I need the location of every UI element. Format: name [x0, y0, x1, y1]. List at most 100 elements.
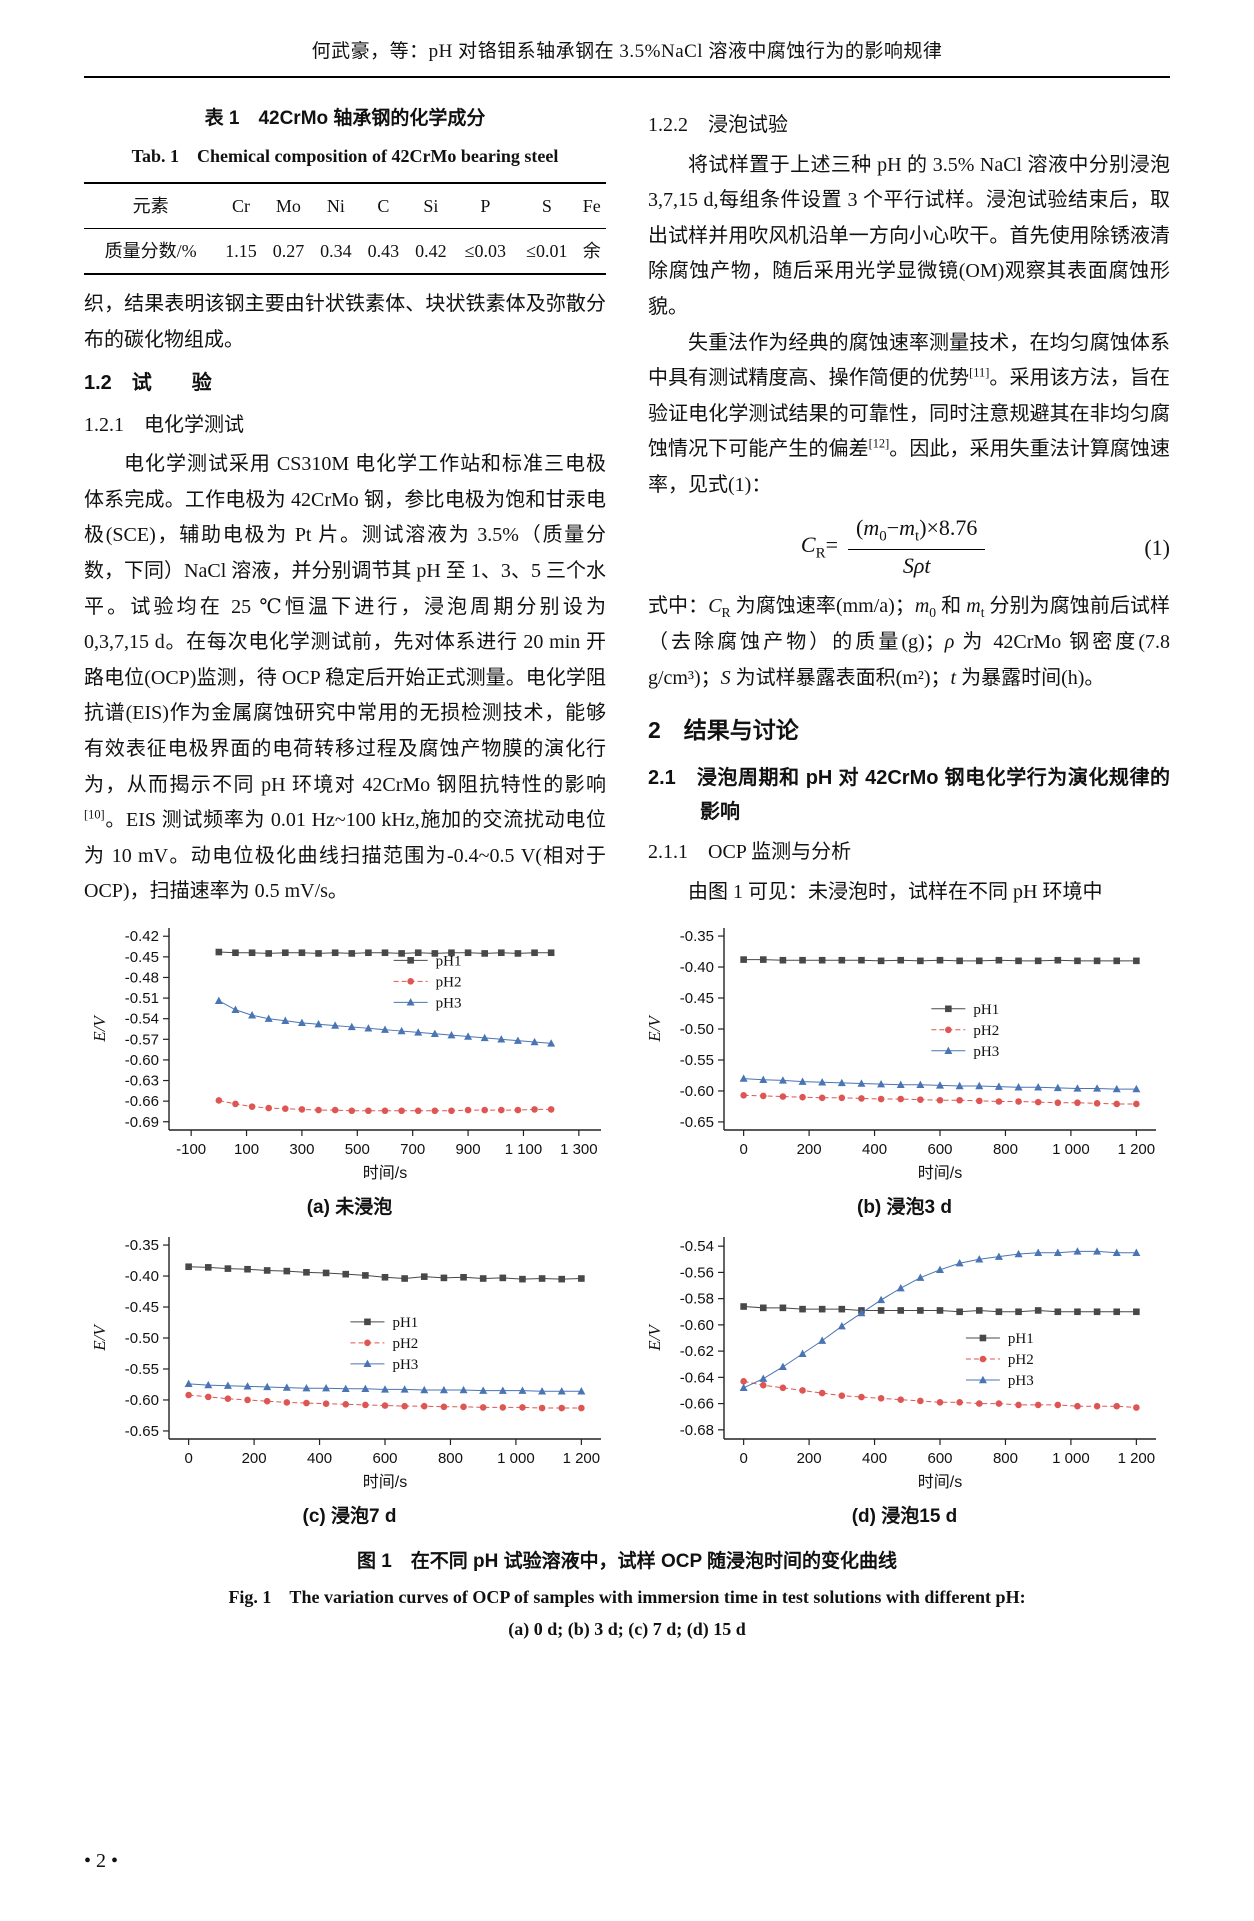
svg-text:-0.55: -0.55: [124, 1361, 158, 1378]
svg-text:-0.51: -0.51: [124, 991, 158, 1008]
chart-ocp-15d: -0.54 -0.56 -0.58 -0.60 -0.62 -0.64 -0.66 -0.68…: [639, 1227, 1170, 1528]
svg-text:700: 700: [400, 1141, 425, 1158]
svg-text:400: 400: [862, 1141, 887, 1158]
table-cell: ≤0.01: [526, 240, 568, 261]
svg-text:-0.68: -0.68: [679, 1422, 713, 1439]
table-cell: 质量分数/%: [104, 240, 197, 261]
chart-ocp-0d-plot: -0.42 -0.45 -0.48 -0.51 -0.54 -0.57 -0.60 -0.63…: [90, 928, 601, 1182]
figure-caption-en: Fig. 1 The variation curves of OCP of sa…: [228, 1587, 1026, 1608]
table-header-cell: Ni: [312, 182, 360, 229]
composition-table: 元素 Cr Mo Ni C Si P S Fe 质量分数/% 1.15: [84, 181, 606, 275]
table-header-cell: P: [454, 182, 517, 229]
svg-text:-0.63: -0.63: [124, 1073, 158, 1090]
svg-text:-0.65: -0.65: [679, 1114, 713, 1131]
table-header-row: 元素 Cr Mo Ni C Si P S Fe: [84, 182, 606, 229]
svg-text:pH2: pH2: [973, 1023, 999, 1039]
equation-1: CR= (m0−mt)×8.76 Sρt (1): [648, 514, 1170, 581]
svg-text:600: 600: [927, 1450, 952, 1467]
table-header-cell: C: [359, 182, 408, 229]
chart-caption-b: (b) 浸泡3 d: [857, 1197, 952, 1219]
heading-1-2: 1.2 试 验: [84, 372, 212, 395]
svg-text:400: 400: [307, 1450, 332, 1467]
svg-text:-0.45: -0.45: [124, 949, 158, 966]
chart-ocp-7d: -0.35 -0.40 -0.45 -0.50 -0.55 -0.60 -0.65 0 200 4…: [84, 1227, 615, 1528]
svg-text:pH2: pH2: [392, 1336, 418, 1352]
svg-text:-0.66: -0.66: [124, 1094, 158, 1111]
chart-caption-c: (c) 浸泡7 d: [302, 1506, 397, 1528]
svg-text:E/V: E/V: [90, 1014, 109, 1043]
svg-text:1 000: 1 000: [1052, 1141, 1090, 1158]
figure-1-caption: 图 1 在不同 pH 试验溶液中，试样 OCP 随浸泡时间的变化曲线 Fig. …: [84, 1546, 1170, 1640]
svg-text:800: 800: [992, 1141, 1017, 1158]
svg-text:pH3: pH3: [1007, 1373, 1033, 1389]
running-header: 何武豪，等：pH 对铬钼系轴承钢在 3.5%NaCl 溶液中腐蚀行为的影响规律: [84, 36, 1170, 78]
svg-text:-0.57: -0.57: [124, 1032, 158, 1049]
svg-text:800: 800: [437, 1450, 462, 1467]
svg-text:200: 200: [796, 1450, 821, 1467]
svg-text:-0.45: -0.45: [124, 1299, 158, 1316]
svg-text:-0.54: -0.54: [679, 1239, 713, 1256]
svg-text:-0.50: -0.50: [124, 1330, 158, 1347]
svg-text:200: 200: [241, 1450, 266, 1467]
equation-denominator: Sρt: [902, 553, 931, 579]
table-header-cell: Si: [407, 182, 455, 229]
chart-caption-d: (d) 浸泡15 d: [851, 1506, 958, 1528]
svg-text:pH1: pH1: [1007, 1331, 1033, 1347]
table-cell: 余: [582, 240, 601, 261]
svg-text:-0.55: -0.55: [679, 1052, 713, 1069]
svg-text:1 000: 1 000: [497, 1450, 535, 1467]
equation-fraction: (m0−mt)×8.76 Sρt: [848, 514, 986, 581]
svg-text:400: 400: [862, 1450, 887, 1467]
equation-lhs: CR=: [800, 532, 839, 562]
svg-text:300: 300: [289, 1141, 314, 1158]
svg-text:-100: -100: [176, 1141, 206, 1158]
table-header-cell: Fe: [577, 182, 606, 229]
svg-text:500: 500: [344, 1141, 369, 1158]
svg-text:900: 900: [455, 1141, 480, 1158]
chart-ocp-7d-plot: -0.35 -0.40 -0.45 -0.50 -0.55 -0.60 -0.65 0 200 4…: [90, 1237, 601, 1491]
equation-numerator: (m0−mt)×8.76: [848, 514, 986, 551]
table-cell: 0.34: [320, 240, 352, 261]
svg-text:-0.35: -0.35: [679, 929, 713, 946]
svg-text:-0.64: -0.64: [679, 1370, 713, 1387]
page-number: • 2 •: [84, 1850, 119, 1872]
paragraph-weight-loss: 失重法作为经典的腐蚀速率测量技术，在均匀腐蚀体系中具有测试精度高、操作简便的优势…: [648, 331, 1171, 496]
paragraph-microstructure: 织，结果表明该钢主要由针状铁素体、块状铁素体及弥散分布的碳化物组成。: [84, 292, 606, 351]
svg-text:600: 600: [372, 1450, 397, 1467]
svg-text:-0.60: -0.60: [124, 1052, 158, 1069]
svg-text:pH3: pH3: [435, 996, 461, 1012]
svg-text:-0.40: -0.40: [679, 959, 713, 976]
svg-text:时间/s: 时间/s: [917, 1164, 961, 1182]
table-cell: ≤0.03: [464, 240, 507, 261]
svg-text:-0.69: -0.69: [124, 1114, 158, 1131]
heading-1-2-2: 1.2.2 浸泡试验: [648, 114, 788, 136]
equation-body: CR= (m0−mt)×8.76 Sρt: [648, 514, 1138, 581]
figure-1-chart-grid: -0.42 -0.45 -0.48 -0.51 -0.54 -0.57 -0.60 -0.63…: [84, 918, 1170, 1528]
svg-text:-0.45: -0.45: [679, 990, 713, 1007]
left-column: 表 1 42CrMo 轴承钢的化学成分 Tab. 1 Chemical comp…: [84, 102, 606, 910]
svg-text:-0.60: -0.60: [124, 1392, 158, 1409]
paragraph-ocp-intro: 由图 1 可见：未浸泡时，试样在不同 pH 环境中: [688, 880, 1103, 903]
heading-2: 2 结果与讨论: [648, 717, 799, 744]
svg-text:pH2: pH2: [435, 975, 461, 991]
svg-text:1 100: 1 100: [504, 1141, 542, 1158]
svg-text:pH1: pH1: [973, 1002, 999, 1018]
svg-text:-0.60: -0.60: [679, 1083, 713, 1100]
svg-text:1 200: 1 200: [1117, 1141, 1155, 1158]
svg-text:1 300: 1 300: [560, 1141, 598, 1158]
table-header-cell: 元素: [84, 182, 218, 229]
paragraph-formula-terms: 式中：CR 为腐蚀速率(mm/a)；m0 和 mt 分别为腐蚀前后试样（去除腐蚀…: [648, 594, 1171, 689]
svg-text:100: 100: [234, 1141, 259, 1158]
svg-text:-0.54: -0.54: [124, 1011, 158, 1028]
chart-ocp-3d: -0.35 -0.40 -0.45 -0.50 -0.55 -0.60 -0.65 0 200 4…: [639, 918, 1170, 1219]
chart-ocp-15d-plot: -0.54 -0.56 -0.58 -0.60 -0.62 -0.64 -0.66 -0.68…: [645, 1237, 1156, 1491]
svg-text:pH3: pH3: [392, 1357, 418, 1373]
table-header-cell: Mo: [264, 182, 313, 229]
svg-text:时间/s: 时间/s: [362, 1473, 406, 1491]
svg-text:-0.42: -0.42: [124, 929, 158, 946]
svg-text:-0.66: -0.66: [679, 1396, 713, 1413]
svg-text:pH1: pH1: [435, 954, 461, 970]
svg-text:时间/s: 时间/s: [362, 1164, 406, 1182]
right-column: 1.2.2 浸泡试验 将试样置于上述三种 pH 的 3.5% NaCl 溶液中分…: [648, 102, 1170, 910]
